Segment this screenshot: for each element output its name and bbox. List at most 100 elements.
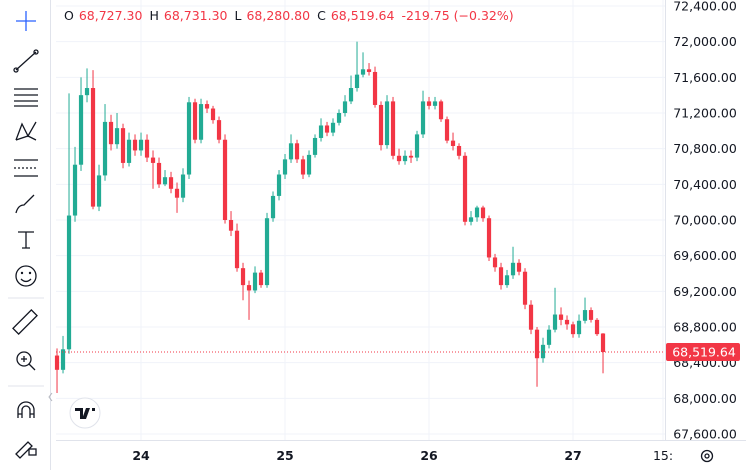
candle-body [78,95,84,165]
y-tick-label: 72,000.00 [673,34,737,49]
magnet-tool[interactable] [17,401,35,418]
candle-body [594,319,600,335]
candle-body [480,207,486,219]
emoji-tool[interactable] [15,265,37,287]
x-tick-label: 25 [276,448,293,463]
candle-body [360,69,366,75]
candle-body [66,215,72,350]
x-tick-label: 24 [132,448,150,463]
candle-body [324,125,330,133]
tradingview-logo[interactable] [69,397,101,429]
candle-body [252,272,258,291]
candle-body [276,174,282,196]
candle-body [444,119,450,141]
open-value: 68,727.30 [78,8,143,23]
candle-body [378,104,384,146]
y-tick-label: 72,400.00 [673,0,737,13]
candle-body [318,125,324,138]
candle-body [498,267,504,286]
candle-body [438,101,444,120]
candle-body [468,217,474,222]
candle-body [258,272,264,286]
candle-body [516,262,522,272]
fib-tool[interactable] [14,88,38,107]
candle-body [486,218,492,258]
brush-tool[interactable] [15,194,35,214]
last-price-label: 68,519.64 [672,345,736,360]
crosshair-tool[interactable] [16,11,36,31]
candle-body [96,175,102,207]
candle-body [222,139,228,220]
collapse-button[interactable] [48,392,53,402]
candle-body [162,177,168,185]
candle-body [510,262,516,276]
high-value: 68,731.30 [163,8,228,23]
candle-body [84,88,90,96]
y-tick-label: 69,200.00 [673,284,737,299]
candle-body [210,108,216,121]
candle-body [168,177,174,189]
text-tool[interactable] [18,231,34,249]
candle-body [558,314,564,320]
candle-body [522,271,528,305]
change-value: -219.75 (−0.32%) [401,8,514,23]
ohlc-legend: O 68,727.30 H 68,731.30 L 68,280.80 C 68,519… [64,8,516,23]
candle-body [216,120,222,140]
low-label: L [234,8,242,23]
candle-body [300,159,306,175]
candle-body [432,101,438,106]
candle-body [348,88,354,102]
candle-body [402,155,408,162]
candle-body [372,71,378,105]
candle-body [552,314,558,330]
candle-body [582,310,588,321]
y-tick-label: 67,600.00 [673,427,737,442]
candle-body [288,143,294,160]
candle-body [54,355,60,370]
candle-body [336,112,342,123]
candle-body [132,139,138,151]
candle-body [228,220,234,231]
x-tick-label: 26 [420,448,438,463]
candle-body [114,128,120,145]
axes: 67,600.0068,000.0068,400.0068,800.0069,2… [56,0,740,463]
candle-body [282,159,288,175]
pattern-tool[interactable] [15,121,37,141]
candle-body [420,101,426,135]
settings-button[interactable] [700,449,714,463]
candle-body [408,155,414,158]
high-label: H [149,8,159,23]
lock-tool[interactable] [15,441,37,459]
zoom-tool[interactable] [16,351,36,371]
y-tick-label: 70,400.00 [673,177,737,192]
y-tick-label: 68,000.00 [673,391,737,406]
candle-body [564,319,570,325]
candle-body [342,101,348,113]
last-price-tag [666,343,740,362]
ruler-tool[interactable] [12,309,38,335]
candle-body [102,121,108,176]
candle-body [306,154,312,175]
candle-body [588,310,594,320]
candle-body [294,143,300,160]
candles [54,41,606,394]
candle-body [312,137,318,155]
y-tick-label: 70,800.00 [673,141,737,156]
trend-line-tool[interactable] [13,49,39,73]
candle-body [150,157,156,163]
candle-body [198,104,204,140]
candle-body [570,324,576,335]
y-tick-label: 71,200.00 [673,105,737,120]
candle-body [240,268,246,286]
candle-body [138,139,144,151]
forecast-tool[interactable] [14,159,38,177]
candle-body [60,349,66,370]
candle-body [546,329,552,345]
candle-body [384,101,390,146]
candle-body [474,207,480,218]
toolbar [8,11,714,463]
open-label: O [64,8,74,23]
x-tick-label: 15: [653,448,673,463]
